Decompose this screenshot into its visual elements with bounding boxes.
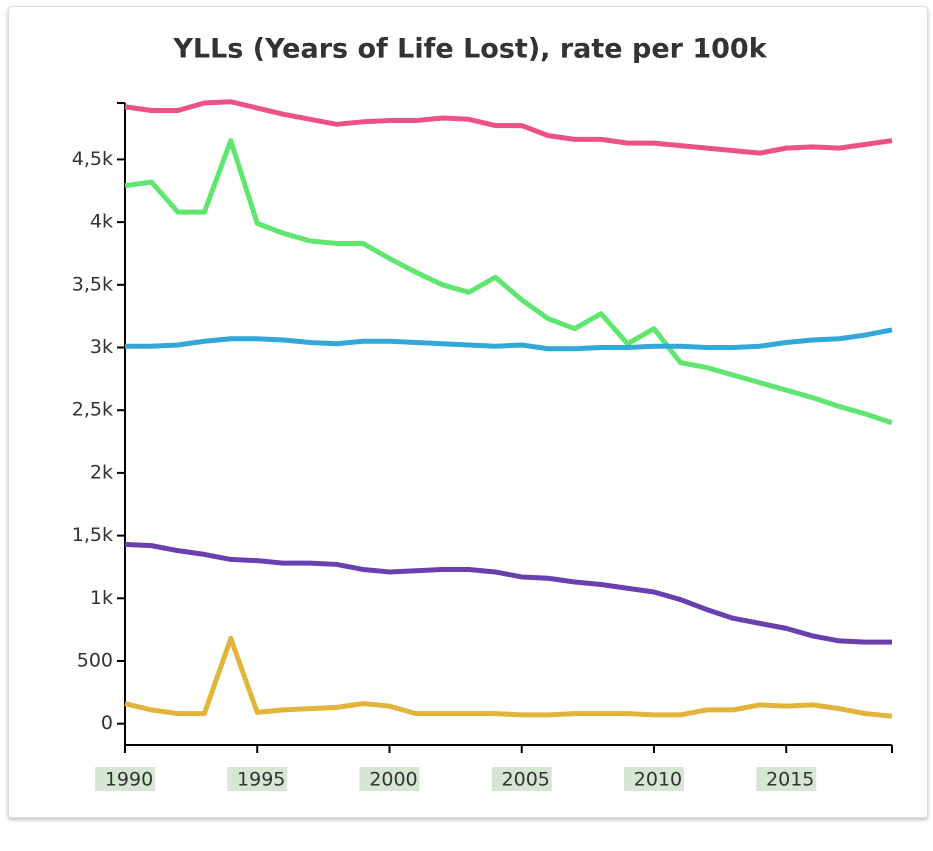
series-line	[124, 541, 892, 645]
series-line	[124, 635, 893, 719]
series-line	[125, 327, 893, 352]
y-tick-label: 0	[101, 712, 113, 734]
x-tick-label-bg	[95, 767, 155, 791]
x-tick-label: 2015	[766, 769, 814, 791]
x-tick-label: 1995	[237, 769, 285, 791]
y-tick-label: 1,5k	[72, 524, 113, 546]
y-tick-label: 4k	[90, 211, 113, 233]
y-tick-label: 3,5k	[72, 273, 113, 295]
y-tick-label: 2,5k	[72, 399, 113, 421]
x-tick-label-bg	[491, 767, 552, 791]
y-tick-label: 500	[77, 649, 113, 671]
x-tick-label-bg	[623, 767, 684, 791]
x-tick-label: 1990	[105, 769, 153, 791]
y-tick-label: 2k	[90, 461, 113, 483]
x-tick-label-bg	[359, 767, 420, 791]
x-tick-label: 2005	[502, 769, 550, 791]
x-tick-label: 2010	[634, 769, 682, 791]
y-tick-label: 1k	[90, 587, 113, 609]
y-tick-label: 4,5k	[72, 148, 113, 170]
chart-card	[8, 6, 928, 818]
x-tick-label-bg	[756, 767, 817, 791]
x-tick-label: 2000	[369, 769, 417, 791]
chart-title: YLLs (Years of Life Lost), rate per 100k	[172, 34, 767, 65]
x-tick-label-bg	[227, 767, 288, 791]
series-line	[124, 99, 893, 156]
y-tick-label: 3k	[90, 336, 113, 358]
series-line	[124, 138, 893, 426]
